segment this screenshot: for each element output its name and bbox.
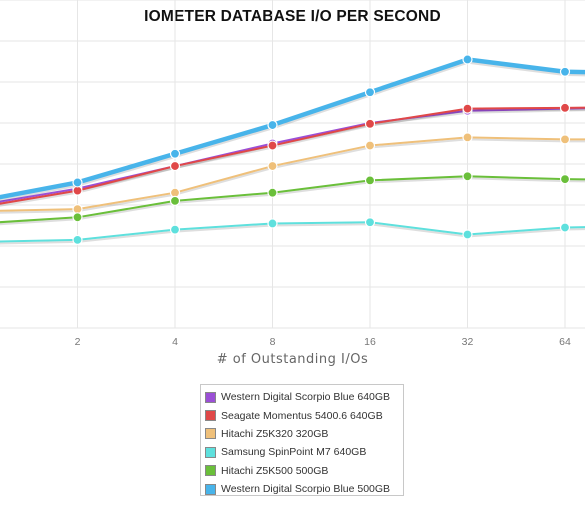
data-point — [364, 140, 376, 151]
data-point — [559, 222, 571, 233]
legend-label: Seagate Momentus 5400.6 640GB — [221, 409, 383, 422]
data-point — [267, 187, 278, 198]
legend-item: Western Digital Scorpio Blue 500GB — [205, 480, 403, 498]
legend-item: Hitachi Z5K320 320GB — [205, 425, 403, 443]
data-point — [169, 224, 181, 235]
series-line — [0, 221, 585, 243]
series-5 — [0, 54, 585, 202]
series-3 — [0, 217, 585, 245]
legend: Western Digital Scorpio Blue 640GB Seagat… — [200, 384, 404, 496]
x-axis-label: # of Outstanding I/Os — [216, 352, 369, 367]
data-point — [559, 134, 571, 145]
data-point — [364, 87, 376, 98]
series-2 — [0, 132, 585, 215]
data-point — [364, 217, 376, 228]
data-point — [364, 175, 376, 186]
data-point — [559, 174, 571, 185]
legend-label: Hitachi Z5K500 500GB — [221, 464, 329, 477]
series-line — [0, 175, 585, 224]
chart-title: IOMETER DATABASE I/O PER SECOND — [144, 8, 441, 25]
legend-item: Seagate Momentus 5400.6 640GB — [205, 406, 403, 424]
data-point — [169, 160, 181, 172]
legend-label: Western Digital Scorpio Blue 640GB — [221, 391, 391, 404]
series-line-shadow — [0, 138, 585, 214]
x-tick-label: 2 — [75, 336, 81, 348]
x-tick-label: 4 — [172, 336, 178, 348]
legend-item: Hitachi Z5K500 500GB — [205, 462, 403, 480]
data-point — [169, 195, 181, 206]
series-layer — [0, 54, 585, 245]
legend-swatch — [205, 410, 216, 422]
data-point — [364, 118, 376, 129]
x-tick-labels: 2 4 8 16 32 64 — [75, 336, 571, 348]
x-tick-label: 16 — [364, 336, 376, 348]
data-point — [72, 177, 83, 188]
data-point — [462, 171, 473, 182]
series-line — [0, 107, 585, 203]
data-point — [462, 54, 473, 65]
series-4 — [0, 171, 585, 226]
legend-item: Western Digital Scorpio Blue 640GB — [205, 388, 403, 406]
data-point — [267, 218, 278, 229]
data-point — [169, 148, 181, 159]
data-point — [559, 66, 571, 77]
legend-swatch — [205, 446, 216, 458]
series-line-shadow — [0, 108, 585, 207]
series-line-shadow — [0, 223, 585, 245]
series-1 — [0, 102, 585, 207]
data-point — [267, 119, 278, 131]
legend-swatch — [205, 483, 216, 495]
series-line — [0, 57, 585, 200]
legend-label: Western Digital Scorpio Blue 500GB — [221, 483, 391, 496]
data-point — [267, 160, 278, 172]
data-point — [462, 103, 473, 114]
data-point — [559, 102, 571, 113]
legend-label: Hitachi Z5K320 320GB — [221, 427, 329, 440]
series-line-shadow — [0, 177, 585, 226]
data-point — [462, 132, 473, 143]
legend-item: Samsung SpinPoint M7 640GB — [205, 443, 403, 461]
data-point — [462, 229, 473, 240]
data-point — [72, 212, 83, 223]
series-line — [0, 106, 585, 205]
legend-swatch — [205, 428, 216, 440]
legend-swatch — [205, 391, 216, 403]
data-point — [267, 140, 278, 151]
legend-swatch — [205, 465, 216, 477]
series-line — [0, 136, 585, 212]
x-tick-label: 32 — [462, 336, 474, 348]
x-tick-label: 64 — [559, 336, 571, 348]
legend-label: Samsung SpinPoint M7 640GB — [221, 446, 367, 459]
chart-plot-area: 2 4 8 16 32 64 — [0, 0, 585, 348]
data-point — [72, 234, 83, 245]
x-tick-label: 8 — [270, 336, 276, 348]
